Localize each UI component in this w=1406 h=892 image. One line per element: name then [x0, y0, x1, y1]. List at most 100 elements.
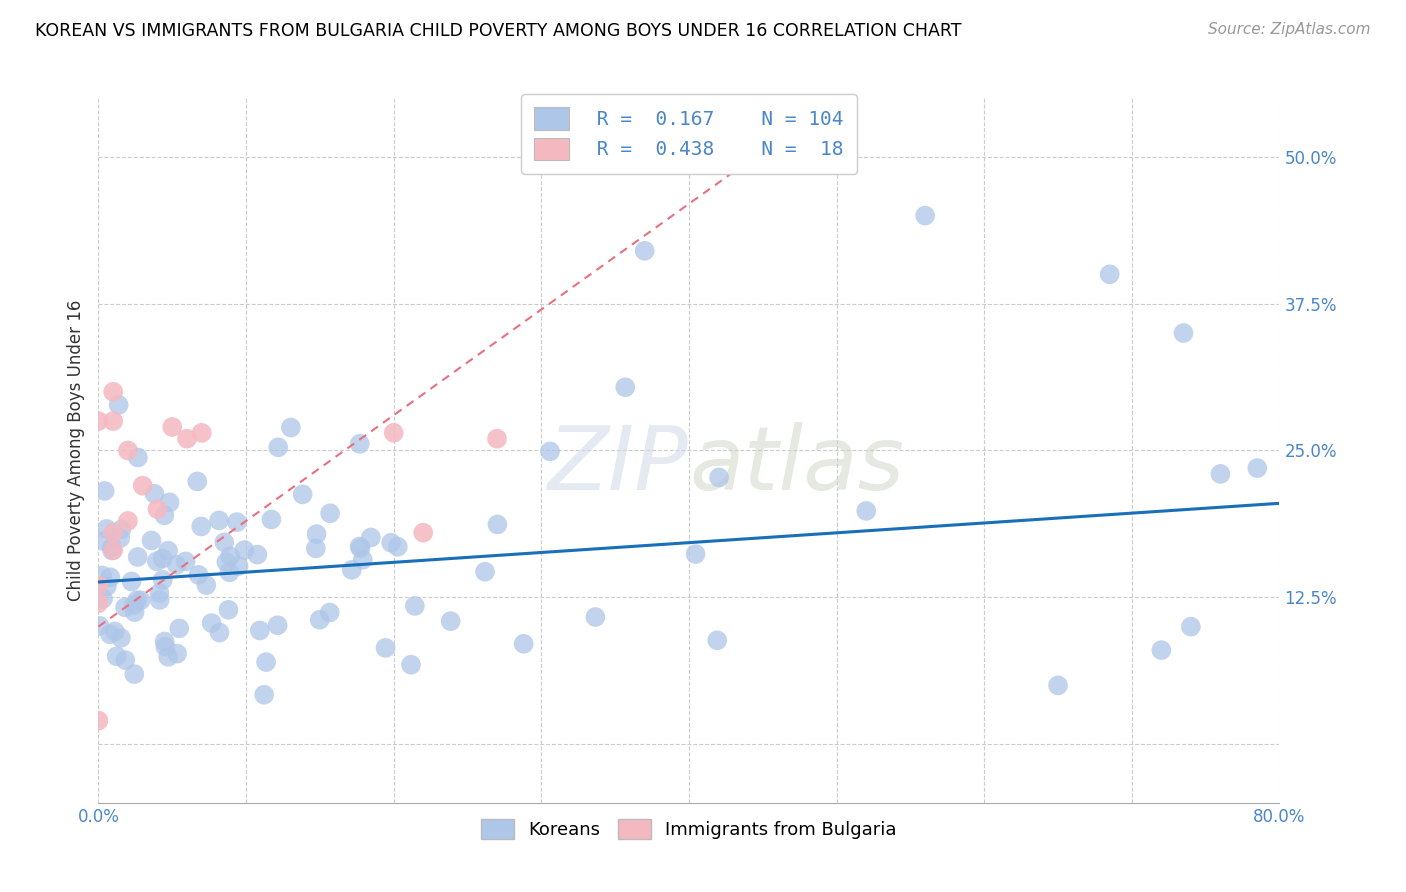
Point: [208, 625, 231, 640]
Point: [404, 599, 426, 613]
Point: [155, 640, 177, 654]
Point: [143, 487, 166, 501]
Point: [153, 508, 176, 523]
Point: [87, 714, 110, 728]
Point: [93, 534, 115, 549]
Point: [349, 541, 371, 555]
Point: [114, 653, 136, 667]
Point: [146, 554, 169, 568]
Legend: Koreans, Immigrants from Bulgaria: Koreans, Immigrants from Bulgaria: [474, 812, 904, 847]
Point: [217, 603, 239, 617]
Point: [246, 548, 269, 562]
Point: [91, 568, 114, 582]
Point: [122, 598, 145, 612]
Point: [152, 551, 174, 566]
Point: [101, 543, 124, 558]
Point: [87, 596, 110, 610]
Point: [104, 624, 127, 639]
Point: [157, 649, 180, 664]
Point: [486, 432, 509, 446]
Point: [215, 555, 238, 569]
Point: [486, 517, 509, 532]
Point: [267, 440, 290, 454]
Point: [1180, 619, 1202, 633]
Point: [167, 621, 190, 635]
Point: [117, 443, 139, 458]
Point: [1173, 326, 1195, 340]
Point: [614, 380, 637, 394]
Point: [153, 634, 176, 648]
Point: [89, 619, 111, 633]
Point: [191, 425, 214, 440]
Point: [187, 568, 209, 582]
Point: [110, 531, 132, 545]
Point: [226, 515, 249, 529]
Point: [96, 522, 118, 536]
Point: [266, 618, 288, 632]
Point: [107, 398, 129, 412]
Point: [146, 502, 169, 516]
Point: [253, 688, 276, 702]
Point: [855, 504, 877, 518]
Point: [166, 558, 188, 572]
Text: Source: ZipAtlas.com: Source: ZipAtlas.com: [1208, 22, 1371, 37]
Text: ZIP: ZIP: [548, 422, 689, 508]
Point: [103, 525, 125, 540]
Point: [280, 420, 302, 434]
Point: [105, 649, 128, 664]
Point: [208, 513, 231, 527]
Point: [121, 574, 143, 589]
Point: [214, 535, 236, 549]
Point: [98, 570, 121, 584]
Point: [707, 470, 730, 484]
Point: [103, 543, 125, 558]
Point: [201, 615, 224, 630]
Point: [157, 543, 180, 558]
Point: [125, 593, 148, 607]
Point: [412, 525, 434, 540]
Point: [349, 437, 371, 451]
Point: [114, 600, 136, 615]
Point: [349, 540, 371, 554]
Point: [474, 565, 496, 579]
Point: [399, 657, 422, 672]
Point: [91, 591, 114, 606]
Point: [127, 450, 149, 465]
Point: [914, 209, 936, 223]
Point: [190, 519, 212, 533]
Point: [254, 655, 277, 669]
Point: [93, 483, 115, 498]
Point: [96, 579, 118, 593]
Point: [141, 533, 163, 548]
Point: [110, 522, 132, 536]
Point: [538, 444, 561, 458]
Point: [374, 640, 396, 655]
Point: [291, 487, 314, 501]
Point: [583, 610, 606, 624]
Point: [1246, 461, 1268, 475]
Point: [117, 514, 139, 528]
Point: [308, 613, 330, 627]
Point: [162, 420, 183, 434]
Point: [87, 578, 110, 592]
Point: [1098, 268, 1121, 282]
Point: [127, 549, 149, 564]
Point: [260, 512, 283, 526]
Point: [440, 614, 463, 628]
Point: [186, 475, 208, 489]
Point: [124, 605, 146, 619]
Point: [360, 531, 382, 545]
Point: [159, 495, 181, 509]
Point: [228, 559, 250, 574]
Point: [305, 541, 328, 556]
Point: [98, 627, 121, 641]
Point: [174, 554, 197, 568]
Point: [103, 414, 125, 428]
Point: [124, 667, 146, 681]
Point: [382, 425, 405, 440]
Text: atlas: atlas: [689, 422, 904, 508]
Point: [1150, 643, 1173, 657]
Point: [512, 637, 534, 651]
Y-axis label: Child Poverty Among Boys Under 16: Child Poverty Among Boys Under 16: [66, 300, 84, 601]
Text: KOREAN VS IMMIGRANTS FROM BULGARIA CHILD POVERTY AMONG BOYS UNDER 16 CORRELATION: KOREAN VS IMMIGRANTS FROM BULGARIA CHILD…: [35, 22, 962, 40]
